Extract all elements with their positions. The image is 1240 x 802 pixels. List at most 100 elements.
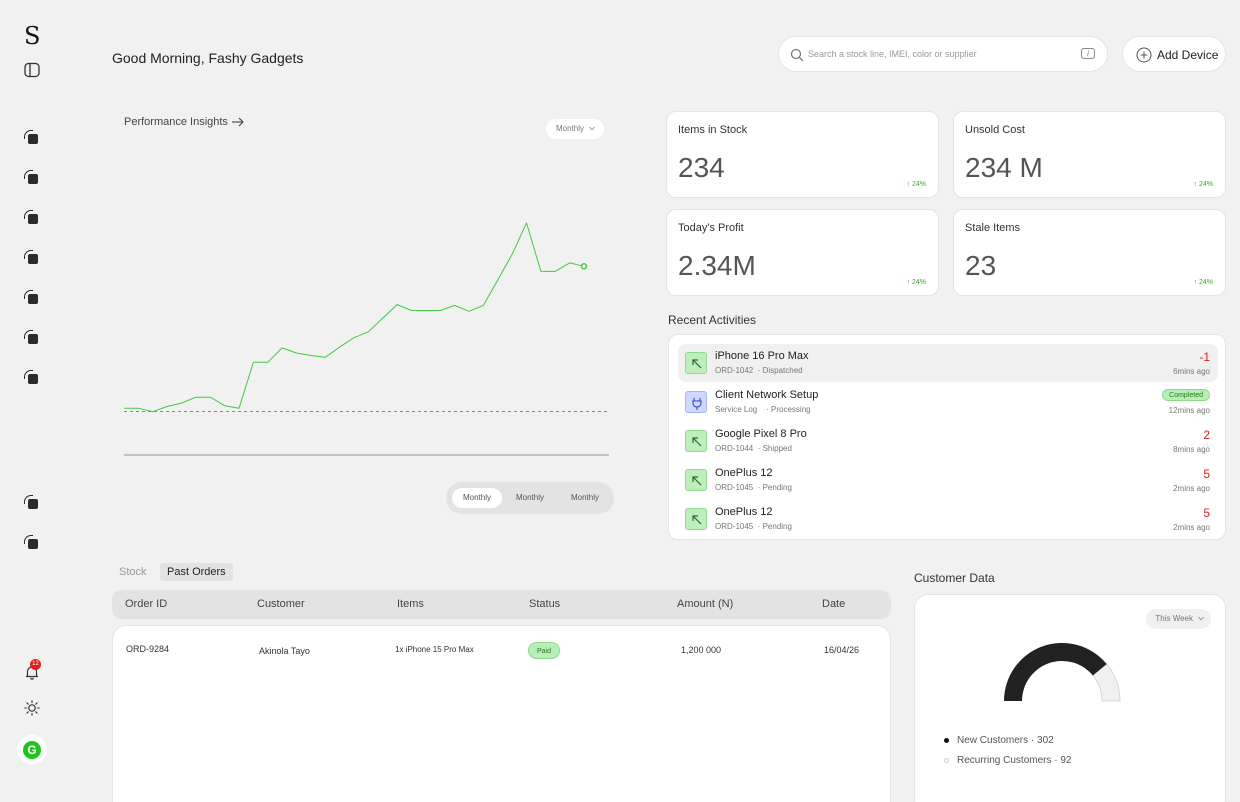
stat-delta: ↑ 24% xyxy=(1193,279,1213,286)
customer-period-label: This Week xyxy=(1155,614,1193,623)
notification-badge: 12 xyxy=(30,659,41,670)
sun-icon[interactable] xyxy=(24,700,40,716)
nav-item-4-icon[interactable] xyxy=(24,250,40,266)
column-header[interactable]: Customer xyxy=(257,598,305,610)
activity-row[interactable]: iPhone 16 Pro Max ORD-1042 · Dispatched … xyxy=(678,344,1218,382)
segment-option-2[interactable]: Monthly xyxy=(515,493,544,502)
cell-amount: 1,200 000 xyxy=(681,645,722,655)
activity-name: OnePlus 12 xyxy=(715,467,773,479)
avatar-initial: G xyxy=(23,741,41,759)
nav-item-9-icon[interactable] xyxy=(24,535,40,551)
activity-name: Google Pixel 8 Pro xyxy=(715,428,807,440)
nav-item-5-icon[interactable] xyxy=(24,290,40,306)
stat-label: Stale Items xyxy=(965,222,1021,234)
recent-activities-title: Recent Activities xyxy=(668,313,757,327)
activity-status: · Pending xyxy=(757,522,792,531)
activity-meta: ORD-1045 · Pending xyxy=(715,522,792,531)
activity-time: 8mins ago xyxy=(1173,445,1210,454)
stat-card-items-in-stock[interactable]: Items in Stock 234 ↑ 24% xyxy=(666,111,939,198)
column-header[interactable]: Order ID xyxy=(125,598,168,610)
arrow-up-left-icon xyxy=(685,469,707,491)
activity-meta: ORD-1042 · Dispatched xyxy=(715,366,803,375)
stat-value: 23 xyxy=(965,250,997,281)
nav-item-2-icon[interactable] xyxy=(24,170,40,186)
stat-value: 234 xyxy=(678,152,725,183)
customer-gauge-chart xyxy=(1004,643,1121,702)
activity-time: 2mins ago xyxy=(1173,484,1210,493)
status-badge: Paid xyxy=(528,642,561,659)
chevron-down-icon xyxy=(589,126,595,131)
activity-row[interactable]: Client Network Setup Service Log · Proce… xyxy=(678,383,1218,421)
performance-period-dropdown[interactable]: Monthly xyxy=(546,119,604,139)
performance-insights-title[interactable]: Performance Insights xyxy=(124,116,228,128)
activity-meta: ORD-1045 · Pending xyxy=(715,483,792,492)
activity-time: 6mins ago xyxy=(1173,367,1210,376)
chevron-down-icon xyxy=(1198,616,1204,621)
activity-ref: ORD-1042 xyxy=(715,366,754,375)
add-device-label: Add Device xyxy=(1157,48,1219,62)
activity-name: OnePlus 12 xyxy=(715,506,773,518)
orders-table-header: Order ID Customer Items Status Amount (N… xyxy=(112,590,891,619)
segment-option-1[interactable]: Monthly xyxy=(452,488,502,508)
customer-data-panel: This Week New Customers · 302 Recurring … xyxy=(914,594,1226,802)
page-greeting: Good Morning, Fashy Gadgets xyxy=(112,50,304,66)
gauge-recurring-arc xyxy=(1092,663,1121,702)
column-header[interactable]: Date xyxy=(822,598,846,610)
activity-name: Client Network Setup xyxy=(715,389,819,401)
activity-row[interactable]: Google Pixel 8 Pro ORD-1044 · Shipped 2 … xyxy=(678,422,1218,460)
activity-ref: Service Log xyxy=(715,405,758,414)
activity-row[interactable]: OnePlus 12 ORD-1045 · Pending 5 2mins ag… xyxy=(678,461,1218,499)
activity-row[interactable]: OnePlus 12 ORD-1045 · Pending 5 2mins ag… xyxy=(678,500,1218,538)
tab-stock[interactable]: Stock xyxy=(119,566,147,578)
activity-quantity: 5 xyxy=(1203,506,1210,520)
activity-ref: ORD-1045 xyxy=(715,483,754,492)
column-header[interactable]: Status xyxy=(529,598,561,610)
nav-item-1-icon[interactable] xyxy=(24,130,40,146)
info-icon[interactable]: i xyxy=(1081,48,1095,59)
avatar[interactable]: G xyxy=(17,735,47,765)
app-logo: S xyxy=(24,22,41,50)
arrow-right-icon[interactable] xyxy=(231,116,245,128)
activity-meta: Service Log · Processing xyxy=(715,405,811,414)
activity-meta: ORD-1044 · Shipped xyxy=(715,444,792,453)
plug-icon xyxy=(685,391,707,413)
cell-date: 16/04/26 xyxy=(824,645,860,655)
activity-quantity: 5 xyxy=(1203,467,1210,481)
activity-status: · Dispatched xyxy=(757,366,803,375)
search-input[interactable]: Search a stock line, IMEI, color or supp… xyxy=(808,49,977,59)
arrow-up-left-icon xyxy=(685,508,707,530)
activity-ref: ORD-1045 xyxy=(715,522,754,531)
stat-card-unsold-cost[interactable]: Unsold Cost 234 M ↑ 24% xyxy=(953,111,1226,198)
search-icon xyxy=(790,48,804,62)
column-header[interactable]: Items xyxy=(397,598,424,610)
legend-value: · 92 xyxy=(1054,755,1072,766)
customer-data-title: Customer Data xyxy=(914,571,995,585)
nav-item-8-icon[interactable] xyxy=(24,495,40,511)
stat-delta: ↑ 24% xyxy=(906,279,926,286)
stat-delta: ↑ 24% xyxy=(906,181,926,188)
segment-option-3[interactable]: Monthly xyxy=(570,493,599,502)
activity-time: 12mins ago xyxy=(1168,406,1210,415)
performance-period-label: Monthly xyxy=(556,124,585,133)
orders-table-body: ORD-9284 Akinola Tayo 1x iPhone 15 Pro M… xyxy=(112,625,891,802)
legend-new-customers: New Customers · 302 xyxy=(944,735,1054,746)
cell-customer: Akinola Tayo xyxy=(259,646,310,656)
stat-card-stale-items[interactable]: Stale Items 23 ↑ 24% xyxy=(953,209,1226,296)
legend-recurring-customers: Recurring Customers · 92 xyxy=(944,755,1072,766)
customer-period-dropdown[interactable]: This Week xyxy=(1146,609,1211,629)
legend-dot xyxy=(944,757,949,763)
stat-value: 2.34M xyxy=(678,250,756,281)
stat-label: Today's Profit xyxy=(678,222,744,234)
legend-value: · 302 xyxy=(1030,735,1054,746)
nav-item-3-icon[interactable] xyxy=(24,210,40,226)
cell-order-id: ORD-9284 xyxy=(126,644,170,654)
arrow-up-left-icon xyxy=(685,352,707,374)
stat-card-todays-profit[interactable]: Today's Profit 2.34M ↑ 24% xyxy=(666,209,939,296)
tab-past-orders[interactable]: Past Orders xyxy=(160,563,233,581)
sidebar-toggle-icon[interactable] xyxy=(24,62,40,78)
add-device-button[interactable]: Add Device xyxy=(1122,36,1226,72)
nav-item-6-icon[interactable] xyxy=(24,330,40,346)
search-bar[interactable]: Search a stock line, IMEI, color or supp… xyxy=(778,36,1108,72)
column-header[interactable]: Amount (N) xyxy=(677,598,734,610)
nav-item-7-icon[interactable] xyxy=(24,370,40,386)
